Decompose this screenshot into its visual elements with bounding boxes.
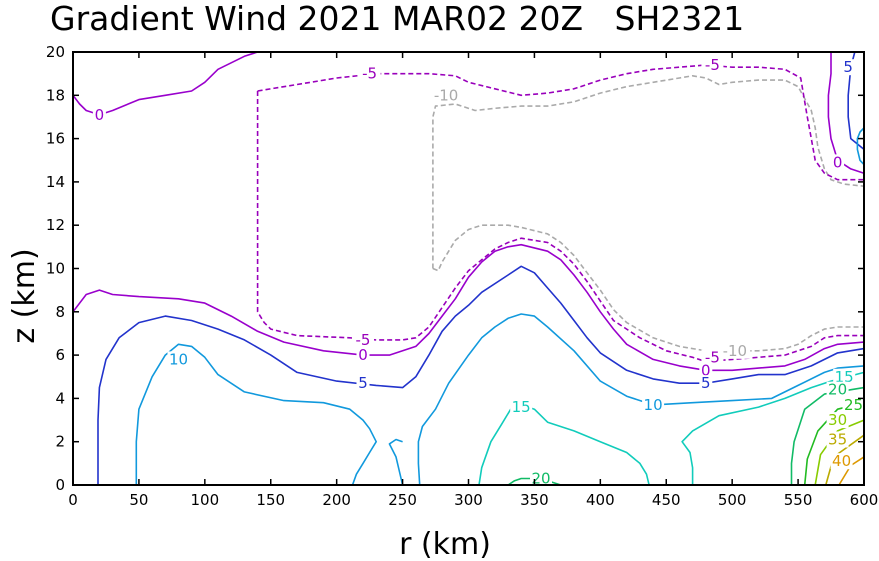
contour-label: 15 xyxy=(512,398,531,416)
contour-label-bg xyxy=(830,453,853,470)
contour-label-bg xyxy=(826,431,849,448)
contour-label: 0 xyxy=(95,106,105,124)
y-tick-label: 16 xyxy=(46,130,65,148)
contour-label: 35 xyxy=(828,431,847,449)
plot-frame xyxy=(72,51,865,486)
x-tick-label: 500 xyxy=(718,491,747,509)
contour-label: 15 xyxy=(835,368,854,386)
contour-label: 20 xyxy=(531,470,550,488)
x-tick-label: 100 xyxy=(191,491,220,509)
contour-label-bg xyxy=(358,65,381,82)
y-tick-label: 14 xyxy=(46,173,65,191)
contour-label-bg xyxy=(831,154,845,171)
contour-label: -10 xyxy=(723,342,748,360)
y-tick-label: 6 xyxy=(55,346,65,364)
x-tick-label: 250 xyxy=(388,491,417,509)
contour-label-bg xyxy=(842,396,865,413)
axis-ticks: 0 50 100 150 200 250 300 350 400 450 500 550 6000246… xyxy=(46,43,878,509)
contour-label-bg xyxy=(352,331,374,348)
contour-label: 5 xyxy=(843,58,853,76)
x-tick-label: 300 xyxy=(454,491,483,509)
x-tick-label: 400 xyxy=(586,491,615,509)
contour-line-level-neg5-0 xyxy=(257,64,864,181)
y-tick-label: 10 xyxy=(46,260,65,278)
contour-line-level-10-1 xyxy=(417,313,865,486)
contour-label: 30 xyxy=(828,411,847,429)
contour-line-level-0-2 xyxy=(827,52,865,174)
y-tick-label: 2 xyxy=(55,433,65,451)
contour-label-bg xyxy=(642,396,665,413)
contour-label: 40 xyxy=(832,452,851,470)
contour-label-bg xyxy=(167,351,190,368)
contour-line-level-5-0 xyxy=(97,265,865,485)
contour-line-level-10-3 xyxy=(856,127,865,166)
contour-label: 5 xyxy=(701,374,711,392)
x-tick-label: 50 xyxy=(129,491,148,509)
contour-label-bg xyxy=(841,59,855,76)
contour-label: -5 xyxy=(705,56,720,74)
contour-label: 0 xyxy=(701,361,711,379)
chart-title: Gradient Wind 2021 MAR02 20Z SH2321 xyxy=(50,0,744,38)
contour-line-level-10-2 xyxy=(388,438,404,486)
contour-line-level-15-1 xyxy=(681,371,865,485)
contour-line-level-neg5-1 xyxy=(256,91,864,363)
contour-label-bg xyxy=(719,342,751,359)
contour-label: 10 xyxy=(169,350,188,368)
contour-line-level-10-0 xyxy=(135,343,378,486)
x-tick-label: 350 xyxy=(520,491,549,509)
contour-label: -5 xyxy=(356,331,371,349)
contour-label-bg xyxy=(833,368,856,385)
x-axis-label: r (km) xyxy=(399,527,491,561)
contour-label: 0 xyxy=(833,153,843,171)
contour-label: 5 xyxy=(358,374,368,392)
y-tick-label: 12 xyxy=(46,216,65,234)
contour-label-bg xyxy=(699,362,713,379)
contour-label-bg xyxy=(430,87,462,104)
y-tick-label: 0 xyxy=(55,476,65,494)
contour-line-level-neg10-1 xyxy=(432,75,865,269)
contour-label: 20 xyxy=(828,381,847,399)
contour-label-bg xyxy=(701,57,724,73)
x-tick-label: 600 xyxy=(850,491,879,509)
contour-label: -10 xyxy=(434,86,459,104)
x-tick-label: 550 xyxy=(784,491,813,509)
x-tick-label: 200 xyxy=(322,491,351,509)
contour-label: 10 xyxy=(644,396,663,414)
contour-label-bg xyxy=(699,375,713,392)
contour-label: 25 xyxy=(844,396,863,414)
contour-label-bg xyxy=(92,106,106,123)
x-tick-label: 450 xyxy=(652,491,681,509)
y-tick-label: 4 xyxy=(55,389,65,407)
contour-line-level-0-1 xyxy=(72,243,865,372)
x-tick-label: 150 xyxy=(256,491,285,509)
contour-label-bg xyxy=(701,349,724,366)
y-tick-label: 20 xyxy=(46,43,65,61)
contour-label-bg xyxy=(826,381,849,398)
contour-label-bg xyxy=(530,470,552,487)
contour-label-bg xyxy=(826,412,849,429)
x-tick-label: 0 xyxy=(68,491,78,509)
contour-label-bg xyxy=(356,347,370,364)
contour-line-level-15-0 xyxy=(478,404,650,486)
y-axis-label: z (km) xyxy=(7,248,42,343)
y-tick-label: 8 xyxy=(55,303,65,321)
contour-line-level-0-0 xyxy=(72,51,258,116)
contour-label-bg xyxy=(510,399,533,416)
contour-label: 0 xyxy=(358,346,368,364)
contour-label: -5 xyxy=(362,65,377,83)
contour-line-level-neg10-0 xyxy=(432,224,864,352)
y-tick-label: 18 xyxy=(46,86,65,104)
contour-label-bg xyxy=(356,375,370,392)
contour-label: -5 xyxy=(705,348,720,366)
